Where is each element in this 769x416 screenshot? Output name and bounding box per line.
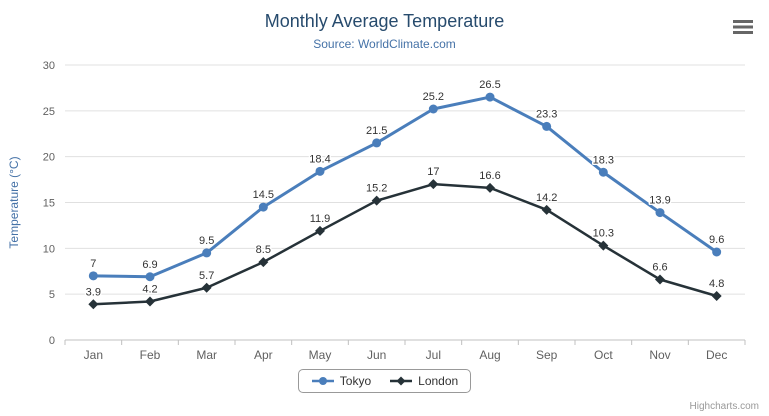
data-label: 4.8 [709, 278, 724, 290]
marker-tokyo[interactable] [485, 92, 495, 102]
data-label: 7 [90, 258, 96, 270]
data-label: 18.4 [309, 153, 330, 165]
y-axis-title: Temperature (°C) [7, 156, 21, 248]
data-label: 4.2 [142, 284, 157, 296]
x-axis-label: Mar [196, 348, 217, 362]
marker-london[interactable] [485, 182, 495, 193]
legend-label: London [418, 374, 459, 388]
x-axis-label: Oct [594, 348, 613, 362]
x-axis-label: Sep [536, 348, 558, 362]
y-axis-tick-label: 25 [43, 106, 55, 118]
data-label: 3.9 [86, 286, 101, 298]
marker-tokyo[interactable] [88, 271, 98, 281]
marker-tokyo[interactable] [202, 248, 212, 258]
data-label: 14.2 [536, 192, 557, 204]
series-line-london [92, 182, 718, 306]
x-axis-label: Jul [426, 348, 441, 362]
x-axis-label: Feb [140, 348, 161, 362]
marker-tokyo[interactable] [428, 104, 438, 114]
series-line-tokyo [91, 95, 719, 279]
y-axis-tick-label: 20 [43, 152, 55, 164]
marker-tokyo[interactable] [655, 208, 665, 218]
hamburger-icon [733, 20, 753, 34]
data-label: 26.5 [479, 79, 500, 91]
x-axis-label: Dec [706, 348, 727, 362]
data-label: 18.3 [593, 154, 614, 166]
data-label: 17 [427, 166, 439, 178]
marker-london[interactable] [201, 282, 212, 293]
data-label: 16.6 [479, 170, 500, 182]
export-menu-button[interactable] [729, 15, 757, 39]
y-axis-tick-label: 10 [43, 243, 55, 255]
data-label: 10.3 [593, 228, 614, 240]
marker-london[interactable] [88, 299, 99, 310]
data-label: 23.3 [536, 108, 557, 120]
marker-tokyo[interactable] [598, 167, 608, 177]
y-axis-tick-label: 5 [49, 289, 55, 301]
legend-item-london[interactable]: London [389, 374, 458, 388]
y-axis-tick-label: 30 [43, 60, 55, 72]
x-axis-label: Aug [479, 348, 500, 362]
data-label: 14.5 [253, 189, 274, 201]
data-label: 6.9 [142, 259, 157, 271]
marker-tokyo[interactable] [712, 247, 722, 257]
marker-london[interactable] [315, 225, 325, 236]
credits-link[interactable]: Highcharts.com [689, 401, 759, 412]
legend-circle-marker-icon [311, 377, 334, 385]
x-axis-label: Jun [367, 348, 386, 362]
data-label: 21.5 [366, 125, 387, 137]
marker-london[interactable] [541, 204, 552, 215]
x-axis-label: May [309, 348, 332, 362]
chart-title: Monthly Average Temperature [264, 11, 505, 31]
marker-london[interactable] [711, 291, 722, 301]
marker-london[interactable] [258, 257, 269, 268]
data-label: 5.7 [199, 270, 214, 282]
data-label: 15.2 [366, 183, 387, 195]
legend-row: Tokyo London [0, 369, 769, 393]
marker-london[interactable] [598, 240, 609, 251]
data-label: 8.5 [256, 244, 271, 256]
legend-item-tokyo[interactable]: Tokyo [311, 374, 371, 388]
marker-tokyo[interactable] [315, 166, 325, 176]
data-label: 6.6 [652, 262, 667, 274]
data-label: 13.9 [649, 195, 670, 207]
data-label: 9.5 [199, 235, 214, 247]
data-label: 9.6 [709, 234, 724, 246]
marker-tokyo[interactable] [258, 202, 268, 212]
data-label: 11.9 [310, 213, 331, 225]
x-axis-label: Nov [649, 348, 670, 362]
marker-london[interactable] [371, 195, 382, 206]
legend-label: Tokyo [339, 374, 372, 388]
marker-london[interactable] [655, 274, 665, 285]
x-axis-label: Apr [254, 348, 273, 362]
marker-tokyo[interactable] [372, 138, 382, 148]
chart-legend: Tokyo London [297, 369, 472, 393]
marker-tokyo[interactable] [542, 121, 552, 131]
data-label: 25.2 [423, 91, 444, 103]
x-axis-label: Jan [84, 348, 103, 362]
y-axis-tick-label: 0 [49, 335, 55, 347]
legend-diamond-marker-icon [390, 376, 413, 386]
y-axis-tick-label: 15 [43, 198, 55, 210]
chart-subtitle: Source: WorldClimate.com [313, 37, 456, 51]
marker-london[interactable] [145, 296, 155, 307]
marker-tokyo[interactable] [145, 272, 155, 282]
marker-london[interactable] [428, 179, 439, 190]
